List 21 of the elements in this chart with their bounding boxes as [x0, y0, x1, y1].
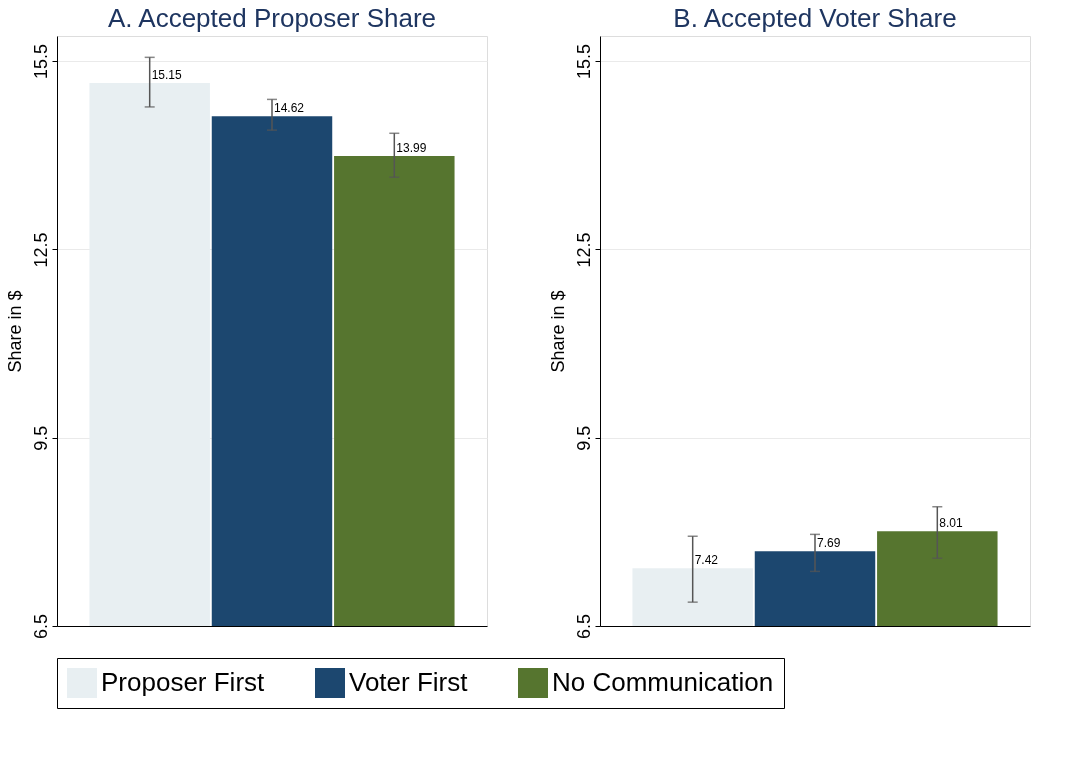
y-tick-label: 15.5 — [30, 44, 51, 80]
y-tick-label: 15.5 — [573, 44, 594, 80]
data-label: 15.15 — [151, 68, 183, 83]
y-axis-title: Share in $ — [4, 290, 25, 373]
y-axis-title: Share in $ — [547, 290, 568, 373]
data-label: 7.69 — [817, 536, 841, 551]
chart-title: B. Accepted Voter Share — [673, 3, 957, 33]
y-tick-label: 6.5 — [30, 613, 51, 640]
data-label: 7.42 — [694, 553, 719, 568]
legend-label: Voter First — [349, 667, 469, 697]
y-tick-label: 9.5 — [573, 425, 594, 451]
y-tick-label: 9.5 — [30, 425, 51, 451]
chart-title: A. Accepted Proposer Share — [107, 3, 437, 33]
data-label: 14.62 — [274, 101, 305, 116]
legend-label: No Communication — [552, 667, 774, 697]
data-label: 8.01 — [939, 516, 963, 531]
y-tick-label: 12.5 — [573, 232, 594, 268]
y-tick-label: 6.5 — [573, 613, 594, 640]
data-label: 13.99 — [396, 140, 427, 155]
y-tick-label: 12.5 — [30, 232, 51, 268]
legend-label: Proposer First — [101, 667, 266, 697]
